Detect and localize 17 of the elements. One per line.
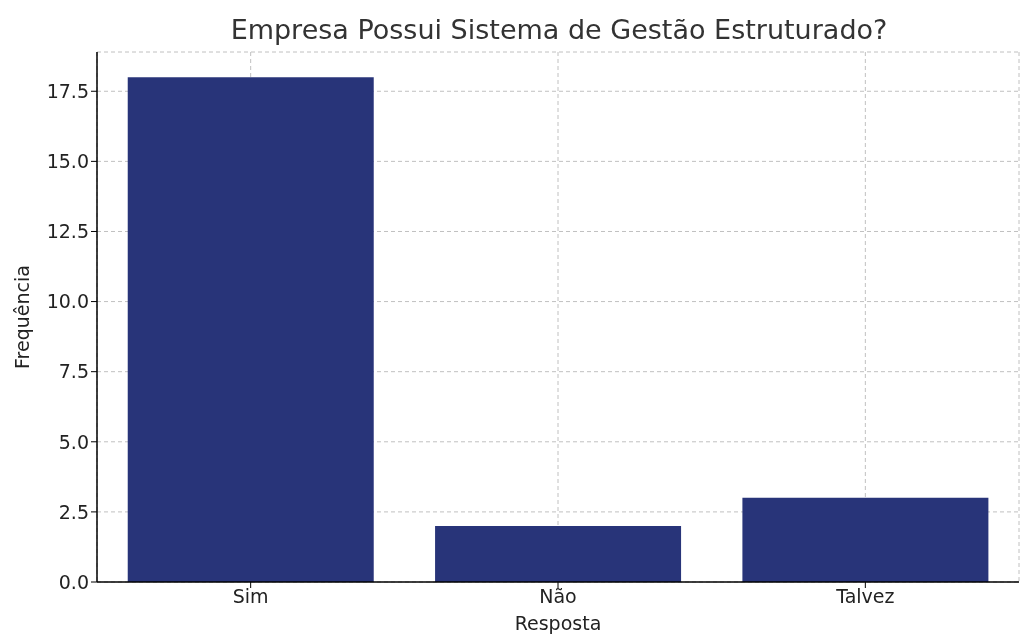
y-tick-label: 0.0: [58, 570, 89, 593]
x-tick-label: Não: [539, 585, 577, 608]
y-tick-label: 15.0: [46, 150, 89, 173]
bar: [435, 525, 682, 582]
x-axis-title: Resposta: [514, 612, 602, 634]
y-tick-label: 2.5: [58, 500, 89, 523]
y-tick-label: 5.0: [58, 430, 89, 453]
bar: [742, 497, 989, 582]
y-axis-title: Frequência: [10, 265, 33, 369]
y-tick-label: 12.5: [46, 220, 89, 243]
bar: [127, 77, 374, 582]
y-tick-label: 10.0: [46, 290, 89, 313]
x-tick-label: Sim: [232, 585, 269, 608]
y-tick-label: 7.5: [58, 360, 89, 383]
chart-title: Empresa Possui Sistema de Gestão Estruturado?: [229, 14, 889, 45]
x-tick-label: Talvez: [835, 585, 895, 608]
y-tick-label: 17.5: [46, 80, 89, 102]
